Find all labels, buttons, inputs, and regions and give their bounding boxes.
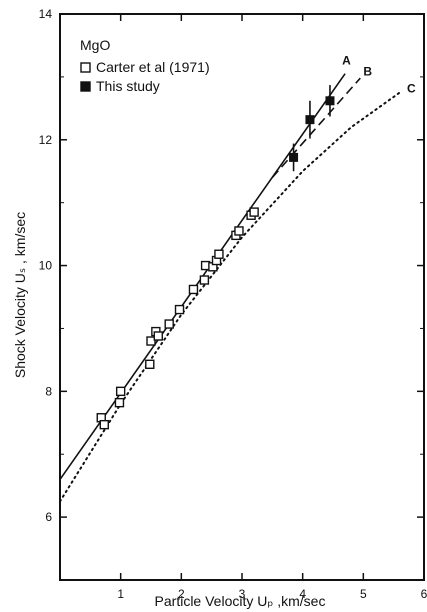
- curve-label-c: C: [407, 82, 416, 96]
- legend-label-carter: Carter et al (1971): [96, 59, 210, 75]
- y-tick-label: 12: [39, 133, 53, 147]
- carter-point: [174, 304, 185, 315]
- data-points: [96, 85, 335, 430]
- carter-point: [146, 336, 156, 346]
- x-tick-label: 6: [421, 587, 427, 601]
- this-study-point: [305, 115, 315, 125]
- this-study-point: [325, 96, 335, 106]
- legend-marker-this-study: [80, 81, 91, 92]
- x-tick-label: 3: [239, 587, 246, 601]
- y-tick-label: 14: [39, 7, 53, 21]
- curve-c: [59, 91, 401, 503]
- curve-b: [271, 77, 361, 179]
- fit-curves: AB C: [59, 53, 416, 503]
- carter-point: [164, 319, 174, 329]
- x-tick-label: 2: [178, 587, 185, 601]
- curve-label-b: B: [363, 65, 372, 79]
- carter-point: [145, 359, 155, 369]
- x-tick-label: 5: [360, 587, 367, 601]
- legend: MgO Carter et al (1971) This study: [80, 37, 210, 94]
- carter-point: [249, 207, 259, 217]
- y-tick-label: 6: [45, 510, 52, 524]
- y-axis-title: Shock Velocity Uₛ , km/sec: [12, 212, 28, 378]
- curve-label-a: A: [342, 53, 351, 67]
- carter-point: [114, 397, 125, 408]
- carter-point: [188, 284, 199, 295]
- x-tick-label: 1: [117, 587, 124, 601]
- x-tick-label: 4: [299, 587, 306, 601]
- legend-label-this-study: This study: [96, 78, 160, 94]
- carter-point: [234, 226, 244, 236]
- this-study-point: [289, 152, 299, 162]
- y-tick-label: 10: [39, 259, 53, 273]
- x-axis-title: Particle Velocity Uₚ ,km/sec: [155, 593, 326, 609]
- carter-point: [99, 419, 109, 430]
- y-tick-label: 8: [45, 384, 52, 398]
- plot-frame: [59, 13, 425, 581]
- carter-point: [115, 386, 126, 397]
- carter-point: [199, 275, 210, 285]
- legend-title: MgO: [80, 37, 110, 53]
- carter-point: [214, 249, 224, 259]
- legend-marker-carter: [80, 62, 91, 73]
- carter-point: [153, 331, 163, 341]
